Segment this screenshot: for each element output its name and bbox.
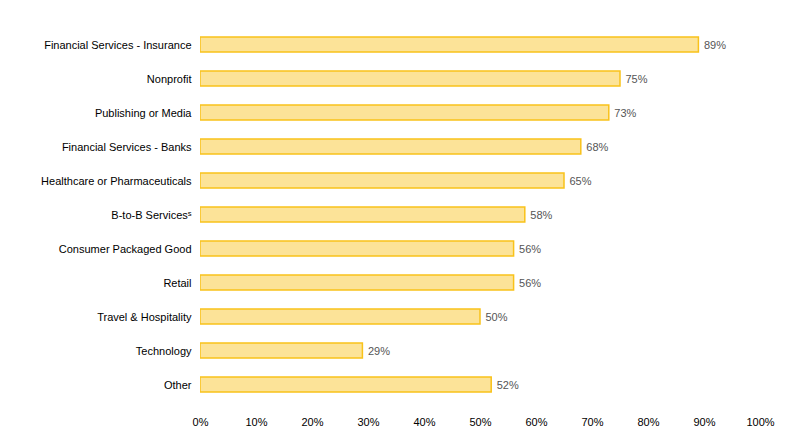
svg-text:Consumer Packaged Good: Consumer Packaged Good xyxy=(59,243,192,255)
svg-text:56%: 56% xyxy=(519,277,541,289)
svg-text:B-to-B Servicesˢ: B-to-B Servicesˢ xyxy=(111,209,191,221)
svg-text:50%: 50% xyxy=(469,416,491,428)
svg-text:30%: 30% xyxy=(357,416,379,428)
svg-text:90%: 90% xyxy=(693,416,715,428)
svg-text:40%: 40% xyxy=(413,416,435,428)
svg-text:Healthcare or Pharmaceuticals: Healthcare or Pharmaceuticals xyxy=(41,175,192,187)
svg-text:100%: 100% xyxy=(746,416,774,428)
svg-text:Publishing or Media: Publishing or Media xyxy=(95,107,192,119)
svg-text:Nonprofit: Nonprofit xyxy=(147,73,192,85)
svg-text:Technology: Technology xyxy=(136,345,192,357)
svg-text:29%: 29% xyxy=(368,345,390,357)
svg-text:89%: 89% xyxy=(704,39,726,51)
svg-text:20%: 20% xyxy=(301,416,323,428)
svg-text:0%: 0% xyxy=(193,416,209,428)
svg-text:Financial Services - Insurance: Financial Services - Insurance xyxy=(44,39,191,51)
svg-text:73%: 73% xyxy=(614,107,636,119)
svg-text:75%: 75% xyxy=(626,73,648,85)
svg-text:56%: 56% xyxy=(519,243,541,255)
svg-text:50%: 50% xyxy=(486,311,508,323)
svg-text:Travel & Hospitality: Travel & Hospitality xyxy=(97,311,192,323)
svg-text:58%: 58% xyxy=(530,209,552,221)
svg-text:10%: 10% xyxy=(245,416,267,428)
svg-text:52%: 52% xyxy=(497,379,519,391)
svg-text:Retail: Retail xyxy=(163,277,191,289)
svg-text:80%: 80% xyxy=(637,416,659,428)
svg-text:Financial Services - Banks: Financial Services - Banks xyxy=(62,141,192,153)
svg-text:Other: Other xyxy=(164,379,192,391)
svg-text:68%: 68% xyxy=(586,141,608,153)
svg-text:60%: 60% xyxy=(525,416,547,428)
svg-text:70%: 70% xyxy=(581,416,603,428)
svg-text:65%: 65% xyxy=(570,175,592,187)
